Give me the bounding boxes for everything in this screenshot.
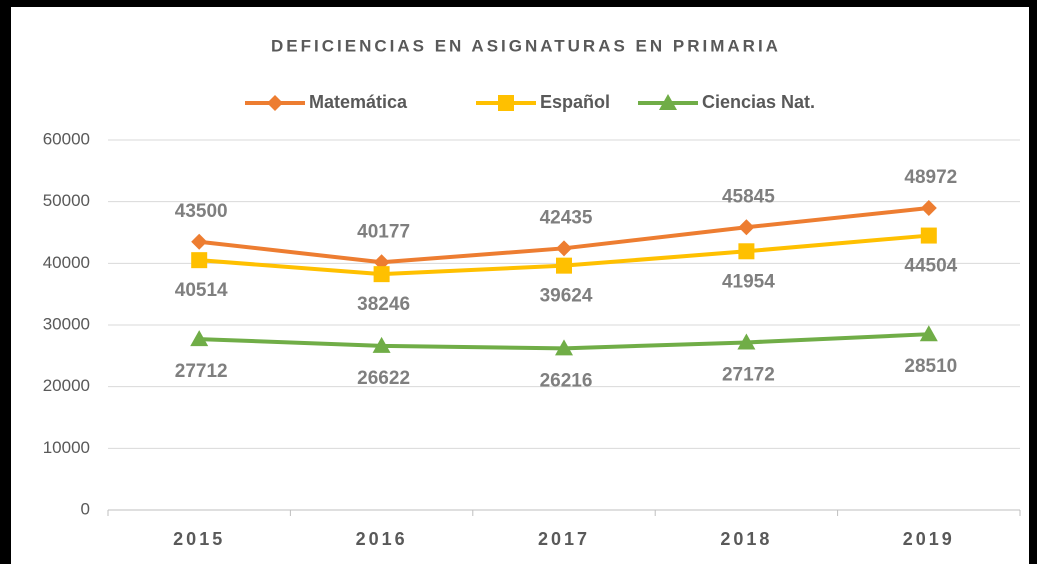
marker (738, 243, 755, 260)
marker (191, 233, 208, 250)
marker (498, 95, 514, 111)
legend-label: Ciencias Nat. (702, 92, 815, 112)
marker (920, 227, 937, 244)
x-tick-label: 2015 (173, 529, 225, 549)
y-tick-label: 50000 (43, 191, 90, 210)
data-label: 44504 (904, 256, 957, 277)
x-tick-label: 2018 (720, 529, 772, 549)
data-label: 42435 (540, 207, 593, 228)
marker (738, 219, 755, 236)
marker (556, 240, 572, 257)
marker (372, 336, 391, 353)
legend-label: Español (540, 92, 610, 112)
data-label: 26622 (357, 368, 410, 389)
data-label: 28510 (904, 356, 957, 377)
y-tick-label: 40000 (43, 253, 90, 272)
marker (737, 333, 756, 350)
marker (919, 325, 938, 342)
marker (267, 95, 283, 111)
data-label: 40177 (357, 221, 410, 242)
y-tick-label: 10000 (43, 438, 90, 457)
x-tick-label: 2017 (538, 529, 590, 549)
y-tick-label: 0 (81, 499, 90, 518)
chart-area (11, 7, 1029, 564)
data-label: 45845 (722, 186, 775, 207)
marker (373, 266, 390, 283)
data-label: 40514 (175, 280, 228, 301)
marker (555, 339, 573, 356)
marker (190, 330, 209, 347)
y-tick-label: 20000 (43, 376, 90, 395)
marker (920, 200, 937, 217)
data-label: 48972 (904, 167, 957, 188)
x-tick-label: 2019 (903, 529, 955, 549)
marker (191, 252, 208, 269)
x-tick-label: 2016 (356, 529, 408, 549)
data-label: 43500 (175, 201, 228, 222)
marker (659, 94, 677, 110)
chart-title: DEFICIENCIAS EN ASIGNATURAS EN PRIMARIA (271, 36, 781, 55)
y-tick-label: 60000 (43, 129, 90, 148)
data-label: 27712 (175, 361, 228, 382)
data-label: 39624 (540, 286, 593, 307)
data-label: 41954 (722, 271, 775, 292)
data-label: 26216 (540, 370, 593, 391)
data-label: 27172 (722, 364, 775, 385)
legend-label: Matemática (309, 92, 408, 112)
marker (556, 257, 572, 274)
y-tick-label: 30000 (43, 314, 90, 333)
data-label: 38246 (357, 294, 410, 315)
